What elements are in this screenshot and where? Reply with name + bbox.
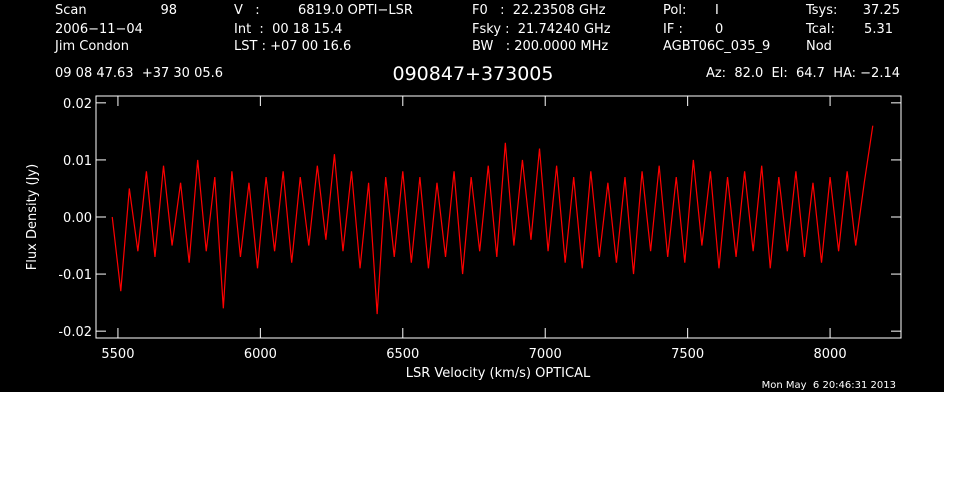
header-text: Scan (55, 3, 87, 18)
x-tick-label: 8000 (814, 347, 847, 362)
background (0, 0, 944, 392)
header-text: I (715, 3, 719, 18)
spectrum-line (111, 125, 874, 315)
header-text: 5.31 (864, 22, 893, 37)
header-text: 37.25 (863, 3, 900, 18)
x-tick-label: 7000 (529, 347, 562, 362)
chart-title: 090847+373005 (393, 63, 554, 85)
y-tick-label: -0.01 (58, 268, 92, 283)
x-tick-label: 5500 (101, 347, 134, 362)
header-text: Int : 00 18 15.4 (234, 22, 342, 37)
header-text: BW : 200.0000 MHz (472, 39, 608, 54)
header-text: 98 (160, 3, 177, 18)
header-text: V : (234, 3, 260, 18)
header-text: Az: 82.0 El: 64.7 HA: −2.14 (706, 66, 900, 81)
header-text: AGBT06C_035_9 (663, 39, 770, 54)
y-tick-label: 0.00 (63, 211, 92, 226)
x-tick-label: 6500 (386, 347, 419, 362)
header-text: LST : +07 00 16.6 (234, 39, 351, 54)
header-text: 6819.0 OPTI−LSR (298, 3, 413, 18)
header-text: 09 08 47.63 +37 30 05.6 (55, 66, 223, 81)
header-text: Pol: (663, 3, 686, 18)
header-text: 2006−11−04 (55, 22, 143, 37)
y-tick-label: 0.02 (63, 97, 92, 112)
header-text: Fsky : 21.74240 GHz (472, 22, 611, 37)
y-tick-label: -0.02 (58, 325, 92, 340)
x-tick-label: 7500 (671, 347, 704, 362)
y-axis-label: Flux Density (Jy) (25, 164, 40, 270)
header-text: Jim Condon (54, 39, 129, 54)
header-text: IF : (663, 22, 683, 37)
y-tick-label: 0.01 (63, 154, 92, 169)
header-text: 0 (715, 22, 723, 37)
header-text: Tcal: (805, 22, 835, 37)
x-tick-label: 6000 (244, 347, 277, 362)
footer-timestamp: Mon May 6 20:46:31 2013 (762, 380, 896, 391)
x-axis-label: LSR Velocity (km/s) OPTICAL (406, 366, 591, 381)
header-text: F0 : 22.23508 GHz (472, 3, 606, 18)
header-text: Nod (806, 39, 832, 54)
header-text: Tsys: (805, 3, 837, 18)
